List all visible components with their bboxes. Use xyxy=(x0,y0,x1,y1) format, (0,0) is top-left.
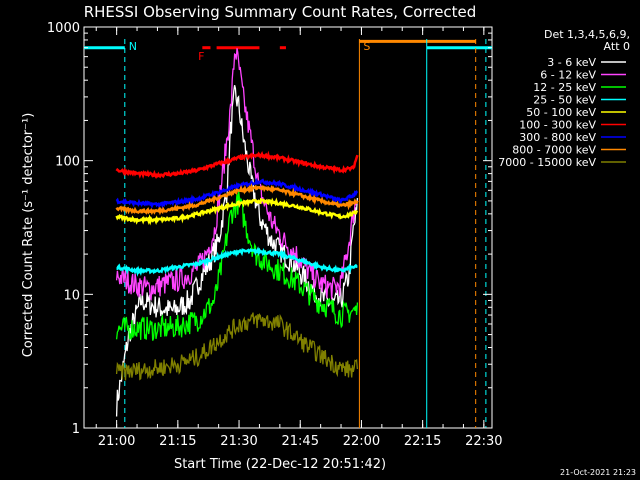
legend-label: 3 - 6 keV xyxy=(547,56,596,69)
legend-label: 7000 - 15000 keV xyxy=(498,156,596,169)
y-tick-label: 10 xyxy=(63,288,80,303)
legend-header-line: Det 1,3,4,5,6,9, xyxy=(544,28,630,41)
y-tick-label: 100 xyxy=(55,155,80,170)
x-tick-label: 22:15 xyxy=(404,434,441,449)
legend-header-line: Att 0 xyxy=(604,40,630,53)
y-axis-label: Corrected Count Rate (s⁻¹ detector⁻¹) xyxy=(21,113,36,358)
y-tick-label: 1000 xyxy=(47,21,80,36)
series-line-300-800-kev xyxy=(115,177,359,209)
chart-title: RHESSI Observing Summary Count Rates, Co… xyxy=(84,3,477,21)
x-tick-label: 22:00 xyxy=(343,434,380,449)
series-line-800-7000-kev xyxy=(115,183,359,216)
x-axis-label: Start Time (22-Dec-12 20:51:42) xyxy=(174,457,386,472)
legend-label: 100 - 300 keV xyxy=(519,119,596,132)
series-line-25-50-kev xyxy=(116,246,358,277)
series-line-100-300-kev xyxy=(115,150,359,180)
series-line-6-12-kev xyxy=(115,48,359,302)
footer-date: 21-Oct-2021 21:23 xyxy=(560,468,636,477)
x-tick-label: 21:00 xyxy=(98,434,135,449)
series-line-50-100-kev xyxy=(115,197,359,226)
x-tick-label: 21:45 xyxy=(282,434,319,449)
legend-label: 12 - 25 keV xyxy=(533,81,596,94)
series-line-7000-15000-kev xyxy=(115,312,359,381)
legend-label: 50 - 100 keV xyxy=(526,106,596,119)
legend-label: 6 - 12 keV xyxy=(540,69,596,82)
legend-label: 300 - 800 keV xyxy=(519,131,596,144)
observing-flags: N SF xyxy=(84,39,492,428)
x-tick-label: 21:30 xyxy=(220,434,257,449)
plot-frame xyxy=(83,26,493,429)
flag-label-f: F xyxy=(198,50,204,63)
y-tick-label: 1 xyxy=(72,422,80,437)
legend-label: 25 - 50 keV xyxy=(533,94,596,107)
flag-label-s: S xyxy=(363,40,370,53)
axis-ticks: 21:00 21:15 21:30 21:45 22:00 22:15 22:30 1 10 10… xyxy=(47,21,503,449)
x-tick-label: 22:30 xyxy=(465,434,502,449)
x-tick-label: 21:15 xyxy=(159,434,196,449)
legend-label: 800 - 7000 keV xyxy=(512,144,596,157)
plot-border xyxy=(83,26,493,429)
flag-label-n: N xyxy=(129,40,137,53)
series-lines xyxy=(115,48,359,417)
